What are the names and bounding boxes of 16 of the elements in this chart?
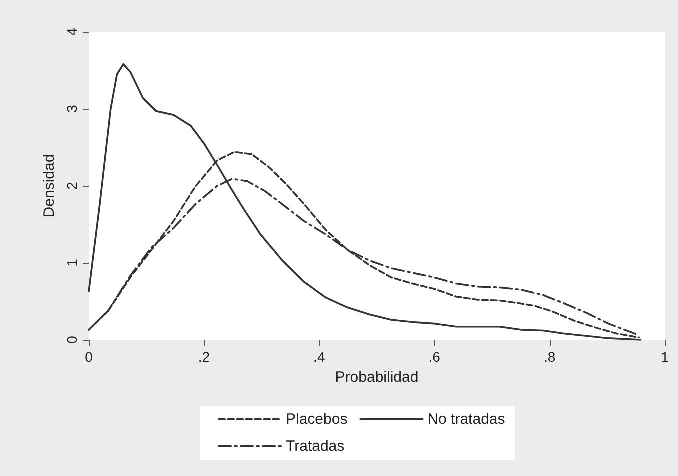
y-tick-label: 2	[64, 182, 80, 190]
x-tick-label: .8	[544, 349, 556, 365]
y-tick-label: 0	[64, 336, 80, 344]
x-tick-label: .6	[428, 349, 441, 365]
x-tick-label: .2	[198, 349, 210, 365]
x-tick-label: 0	[85, 349, 94, 365]
x-axis-title: Probabilidad	[335, 369, 419, 386]
legend-label: No tratadas	[428, 411, 506, 428]
x-tick-label: .4	[314, 349, 326, 365]
y-tick-label: 4	[64, 28, 80, 36]
legend-label: Tratadas	[286, 438, 345, 455]
y-axis-title: Densidad	[41, 154, 58, 218]
legend-label: Placebos	[286, 411, 348, 428]
y-tick-label: 3	[64, 104, 80, 113]
x-tick-label: 1	[661, 349, 670, 365]
y-tick-label: 1	[64, 258, 80, 267]
